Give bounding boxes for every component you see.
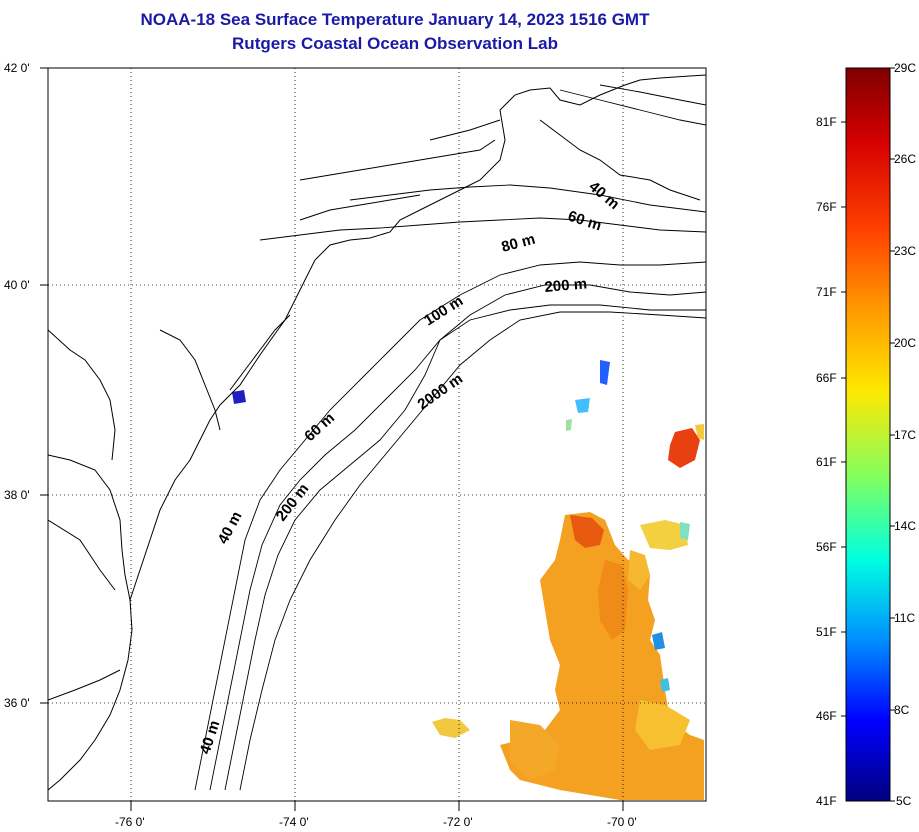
colorbar-label-17c: 17C: [894, 428, 916, 442]
colorbar-label-81f: 81F: [816, 115, 837, 129]
lat-label-40: 40 0': [4, 278, 30, 292]
map-title: NOAA-18 Sea Surface Temperature January …: [140, 10, 650, 29]
colorbar-label-41f: 41F: [816, 794, 837, 808]
colorbar-label-76f: 76F: [816, 200, 837, 214]
lon-label-74: -74 0': [279, 815, 309, 829]
colorbar-label-11c: 11C: [894, 611, 915, 625]
colorbar-label-61f: 61F: [816, 455, 837, 469]
colorbar-label-8c: 8C: [894, 703, 910, 717]
coastline: [48, 74, 706, 791]
colorbar-label-51f: 51F: [816, 625, 837, 639]
colorbar-label-29c: 29C: [894, 61, 916, 75]
lat-label-42: 42 0': [4, 61, 30, 75]
sst-data-layer: [232, 360, 704, 800]
colorbar-label-26c: 26C: [894, 152, 916, 166]
axis-ticks: [40, 67, 624, 811]
colorbar-label-66f: 66F: [816, 371, 837, 385]
lon-label-72: -72 0': [443, 815, 473, 829]
colorbar-label-14c: 14C: [894, 519, 916, 533]
colorbar-label-5c: 5C: [896, 794, 912, 808]
colorbar-label-23c: 23C: [894, 244, 916, 258]
graticule: [48, 68, 706, 801]
colorbar-label-46f: 46F: [816, 709, 837, 723]
temperature-colorbar: [845, 67, 891, 802]
colorbar-ticks: [841, 67, 895, 802]
lon-label-70: -70 0': [607, 815, 637, 829]
lon-label-76: -76 0': [115, 815, 145, 829]
depth-label-200m-north: 200 m: [544, 275, 588, 296]
lat-label-36: 36 0': [4, 696, 30, 710]
bathymetry-contours: [194, 84, 706, 791]
lat-label-38: 38 0': [4, 488, 30, 502]
colorbar-label-56f: 56F: [816, 540, 837, 554]
map-subtitle: Rutgers Coastal Ocean Observation Lab: [232, 34, 558, 53]
colorbar-label-20c: 20C: [894, 336, 916, 350]
colorbar-label-71f: 71F: [816, 285, 837, 299]
